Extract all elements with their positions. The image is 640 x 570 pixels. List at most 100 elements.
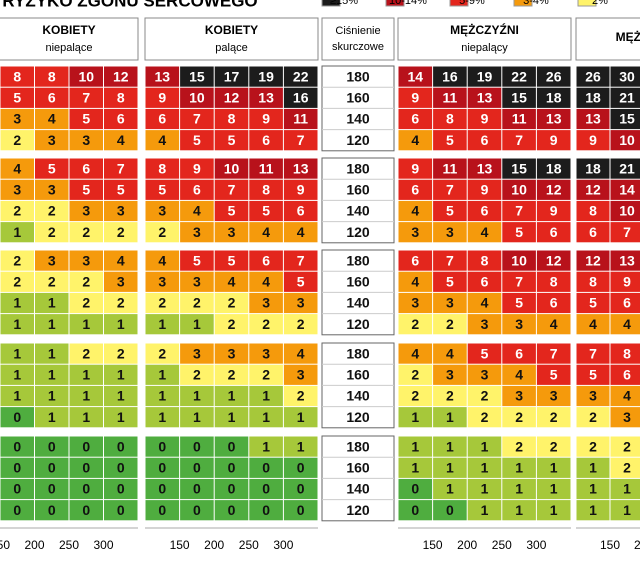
risk-cell — [145, 222, 180, 243]
risk-value: 2 — [193, 367, 201, 383]
risk-cell — [576, 87, 610, 108]
risk-value: 17 — [224, 68, 240, 84]
risk-cell — [180, 222, 214, 243]
risk-cell — [249, 407, 283, 428]
risk-value: 6 — [623, 295, 631, 311]
risk-cell — [214, 457, 249, 478]
cholesterol-label: 200 — [634, 538, 640, 552]
legend-swatch — [577, 0, 597, 7]
risk-value: 8 — [158, 160, 166, 176]
risk-cell — [610, 158, 640, 179]
pressure-value: 140 — [346, 295, 370, 311]
risk-cell — [214, 407, 249, 428]
risk-value: 1 — [13, 316, 21, 332]
legend-label: 5-9% — [459, 0, 485, 7]
risk-value: 1 — [446, 438, 454, 454]
risk-value: 6 — [589, 224, 597, 240]
risk-value: 10 — [619, 203, 635, 219]
risk-value: 7 — [82, 90, 90, 106]
risk-value: 1 — [13, 345, 21, 361]
risk-cell — [214, 271, 249, 292]
risk-value: 2 — [48, 203, 56, 219]
risk-value: 2 — [411, 367, 419, 383]
risk-cell — [536, 407, 571, 428]
risk-cell — [69, 314, 103, 335]
risk-cell — [214, 478, 249, 500]
risk-value: 4 — [446, 345, 454, 361]
risk-value: 18 — [546, 90, 562, 106]
risk-value: 2 — [82, 274, 90, 290]
risk-cell — [576, 292, 610, 314]
risk-cell — [467, 87, 502, 108]
risk-cell — [536, 364, 571, 385]
risk-value: 7 — [515, 274, 523, 290]
risk-value: 2 — [158, 345, 166, 361]
risk-value: 3 — [117, 274, 125, 290]
risk-value: 4 — [158, 132, 166, 148]
risk-value: 19 — [258, 68, 274, 84]
risk-value: 1 — [550, 502, 558, 518]
risk-cell — [467, 385, 502, 407]
risk-cell — [69, 343, 103, 364]
risk-value: 8 — [228, 111, 236, 127]
risk-cell — [180, 436, 214, 457]
risk-value: 9 — [550, 203, 558, 219]
risk-cell — [145, 250, 180, 271]
risk-cell — [0, 87, 34, 108]
pressure-value: 140 — [346, 203, 370, 219]
risk-value: 12 — [546, 252, 562, 268]
risk-cell — [214, 222, 249, 243]
risk-cell — [104, 385, 138, 407]
risk-value: 5 — [193, 252, 201, 268]
risk-cell — [104, 457, 138, 478]
risk-value: 11 — [442, 160, 457, 176]
risk-cell — [283, 271, 318, 292]
risk-cell — [433, 108, 467, 130]
risk-cell — [433, 436, 467, 457]
risk-value: 3 — [158, 203, 166, 219]
risk-value: 5 — [515, 295, 523, 311]
risk-value: 1 — [13, 388, 21, 404]
risk-value: 21 — [619, 160, 635, 176]
risk-value: 3 — [82, 203, 90, 219]
risk-value: 3 — [193, 345, 201, 361]
risk-cell — [180, 364, 214, 385]
risk-value: 1 — [48, 388, 56, 404]
risk-cell — [104, 250, 138, 271]
risk-cell — [433, 158, 467, 179]
risk-value: 6 — [158, 111, 166, 127]
risk-cell — [502, 200, 536, 222]
risk-cell — [180, 66, 214, 87]
risk-cell — [536, 343, 571, 364]
risk-value: 0 — [228, 438, 236, 454]
risk-cell — [69, 130, 103, 151]
risk-value: 2 — [550, 409, 558, 425]
risk-cell — [467, 457, 502, 478]
risk-value: 13 — [546, 111, 562, 127]
risk-cell — [35, 292, 69, 314]
risk-value: 9 — [481, 182, 489, 198]
risk-value: 1 — [297, 438, 305, 454]
risk-value: 1 — [158, 316, 166, 332]
risk-cell — [35, 130, 69, 151]
risk-cell — [467, 500, 502, 521]
risk-value: 4 — [481, 295, 489, 311]
risk-value: 0 — [48, 481, 56, 497]
risk-value: 9 — [589, 132, 597, 148]
risk-value: 0 — [48, 502, 56, 518]
risk-cell — [398, 457, 433, 478]
risk-cell — [0, 292, 34, 314]
risk-value: 2 — [13, 252, 21, 268]
risk-value: 5 — [297, 274, 305, 290]
risk-cell — [0, 158, 34, 179]
risk-cell — [0, 407, 34, 428]
risk-cell — [35, 343, 69, 364]
risk-value: 3 — [13, 111, 21, 127]
risk-value: 10 — [511, 182, 527, 198]
risk-cell — [249, 500, 283, 521]
risk-cell — [0, 200, 34, 222]
risk-cell — [69, 108, 103, 130]
risk-cell — [69, 87, 103, 108]
risk-cell — [398, 364, 433, 385]
risk-cell — [249, 158, 283, 179]
